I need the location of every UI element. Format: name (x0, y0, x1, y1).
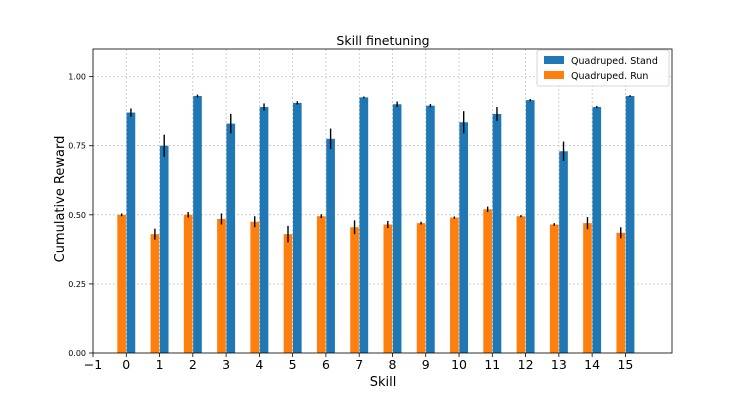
legend-label-run: Quadruped. Run (571, 71, 648, 82)
y-axis-label: Cumulative Reward (53, 136, 68, 263)
bar-run-skill-3 (217, 218, 226, 353)
x-tick-label: 12 (518, 357, 534, 372)
bar-stand-skill-12 (525, 100, 535, 353)
plot-frame (92, 48, 673, 354)
bar-stand-skill-5 (292, 102, 302, 354)
bar-run-skill-0 (117, 214, 126, 353)
x-tick-label: 3 (222, 357, 230, 372)
bar-run-skill-9 (416, 223, 426, 353)
legend-label-stand: Quadruped. Stand (571, 56, 658, 67)
bar-run-skill-13 (549, 224, 559, 353)
bar-stand-skill-4 (259, 107, 269, 353)
bar-run-skill-6 (316, 216, 326, 353)
bar-stand-skill-10 (459, 122, 469, 354)
y-tick-label: 0.50 (68, 211, 86, 220)
y-axis-ticks: 0.00 0.25 0.50 0.75 1.00 (68, 73, 93, 358)
x-tick-label: 11 (484, 357, 500, 372)
legend: Quadruped. Stand Quadruped. Run (536, 49, 670, 87)
x-tick-label: 9 (422, 357, 430, 372)
bar-run-skill-11 (483, 209, 492, 353)
x-tick-label: 6 (322, 357, 330, 372)
bar-stand-skill-9 (426, 105, 435, 354)
x-tick-label: 7 (355, 357, 363, 372)
bar-run-skill-14 (583, 223, 592, 353)
bar-run-skill-7 (350, 227, 359, 353)
x-axis-ticks: −1 0 1 2 3 4 5 6 7 8 9 10 11 12 13 14 15 (84, 353, 633, 372)
y-tick-label: 0.75 (68, 142, 86, 151)
bars (117, 95, 635, 354)
bar-stand-skill-8 (392, 104, 402, 353)
bar-stand-skill-3 (226, 123, 236, 353)
bar-run-skill-1 (150, 234, 160, 353)
legend-frame (536, 49, 670, 87)
x-tick-label: 14 (584, 357, 600, 372)
bar-run-skill-10 (450, 217, 459, 353)
legend-swatch-run (544, 71, 564, 79)
bar-stand-skill-6 (326, 138, 335, 353)
y-tick-label: 0.25 (68, 280, 86, 289)
legend-swatch-stand (544, 56, 564, 64)
bar-stand-skill-14 (592, 107, 602, 353)
bar-stand-skill-13 (559, 151, 568, 353)
bar-run-skill-5 (283, 234, 293, 353)
bar-stand-skill-0 (126, 112, 136, 354)
y-tick-label: 1.00 (68, 73, 86, 82)
x-tick-label: 1 (156, 357, 164, 372)
x-tick-label: 15 (617, 357, 633, 372)
x-tick-label: 5 (289, 357, 297, 372)
x-tick-label: 13 (551, 357, 567, 372)
x-axis-label: Skill (370, 375, 397, 390)
x-tick-label: −1 (84, 357, 102, 372)
y-tick-label: 0.00 (68, 349, 86, 358)
x-tick-label: 0 (122, 357, 130, 372)
bar-stand-skill-15 (625, 95, 635, 354)
x-tick-label: 10 (451, 357, 467, 372)
chart-title: Skill finetuning (336, 33, 429, 48)
bar-run-skill-4 (250, 221, 260, 353)
x-tick-label: 2 (189, 357, 197, 372)
x-tick-label: 4 (255, 357, 263, 372)
bar-stand-skill-2 (193, 95, 202, 354)
error-bars (120, 94, 631, 243)
bar-stand-skill-11 (492, 113, 502, 353)
bar-run-skill-12 (516, 216, 526, 353)
x-tick-label: 8 (389, 357, 397, 372)
bar-stand-skill-1 (159, 145, 169, 353)
bar-run-skill-8 (383, 224, 393, 353)
bar-stand-skill-7 (359, 97, 369, 353)
bar-run-skill-15 (616, 232, 626, 353)
bar-run-skill-2 (183, 214, 193, 353)
grid-lines (92, 49, 672, 354)
